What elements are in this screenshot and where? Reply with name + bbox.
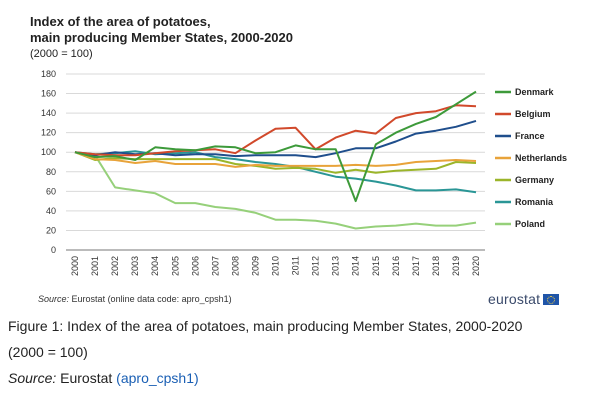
legend-label-belgium: Belgium: [515, 109, 551, 119]
x-tick-label: 2006: [190, 256, 200, 276]
x-axis-ticks: 2000 2001 2002 2003 2004 2005 2006 2007 2008 2009…: [70, 256, 481, 276]
x-tick-label: 2009: [250, 256, 260, 276]
logo-text: eurostat: [488, 291, 541, 307]
y-tick-label: 60: [46, 186, 56, 196]
x-tick-label: 2001: [90, 256, 100, 276]
x-tick-label: 2000: [70, 256, 80, 276]
y-tick-label: 20: [46, 225, 56, 235]
legend-label-denmark: Denmark: [515, 87, 555, 97]
y-tick-label: 120: [41, 128, 56, 138]
figure-source-label: Source:: [38, 294, 70, 304]
source-link[interactable]: (apro_cpsh1): [116, 370, 199, 386]
series-line-poland: [74, 151, 477, 230]
series-line-romania: [74, 150, 477, 194]
x-tick-label: 2005: [170, 256, 180, 276]
eurostat-logo: eurostat: [488, 291, 560, 307]
caption-source: Source: Eurostat (apro_cpsh1): [8, 370, 199, 386]
x-tick-label: 2019: [451, 256, 461, 276]
x-tick-label: 2016: [391, 256, 401, 276]
y-tick-label: 100: [41, 147, 56, 157]
series-line-germany: [74, 151, 477, 174]
chart-title-line2: main producing Member States, 2000-2020: [30, 30, 293, 45]
chart-title: Index of the area of potatoes, main prod…: [30, 14, 293, 46]
x-tick-label: 2020: [471, 256, 481, 276]
y-axis-ticks: 0 20 40 60 80 100 120 140 160 180: [41, 69, 56, 255]
legend-label-germany: Germany: [515, 175, 554, 185]
legend-label-france: France: [515, 131, 545, 141]
series-line-denmark: [74, 90, 477, 203]
figure-source: Source: Eurostat (online data code: apro…: [38, 294, 232, 304]
x-tick-label: 2007: [210, 256, 220, 276]
y-tick-label: 0: [51, 245, 56, 255]
y-tick-label: 140: [41, 108, 56, 118]
x-tick-label: 2013: [331, 256, 341, 276]
x-tick-label: 2010: [271, 256, 281, 276]
legend-label-poland: Poland: [515, 219, 545, 229]
x-tick-label: 2002: [110, 256, 120, 276]
x-tick-label: 2014: [351, 256, 361, 276]
legend: Denmark Belgium France Netherlands Germany Ro…: [495, 87, 567, 229]
figure-caption: Figure 1: Index of the area of potatoes,…: [8, 318, 523, 334]
caption-source-name: Eurostat: [60, 370, 113, 386]
x-tick-label: 2018: [431, 256, 441, 276]
series-line-belgium: [74, 104, 477, 157]
figure-caption-subtext: (2000 = 100): [8, 344, 88, 360]
x-tick-label: 2004: [150, 256, 160, 276]
y-tick-label: 160: [41, 89, 56, 99]
legend-label-romania: Romania: [515, 197, 554, 207]
series-line-netherlands: [74, 151, 477, 168]
x-tick-label: 2012: [311, 256, 321, 276]
eu-flag-icon: [543, 294, 560, 305]
chart-title-line1: Index of the area of potatoes,: [30, 14, 211, 29]
y-tick-label: 40: [46, 206, 56, 216]
y-tick-label: 80: [46, 167, 56, 177]
series-lines: [74, 90, 477, 230]
x-tick-label: 2008: [230, 256, 240, 276]
y-tick-label: 180: [41, 69, 56, 79]
x-tick-label: 2017: [411, 256, 421, 276]
figure-source-text: Eurostat (online data code: apro_cpsh1): [71, 294, 232, 304]
legend-label-netherlands: Netherlands: [515, 153, 567, 163]
x-tick-label: 2003: [130, 256, 140, 276]
caption-source-label: Source:: [8, 370, 57, 386]
chart-subtitle: (2000 = 100): [30, 48, 93, 60]
x-tick-label: 2011: [291, 256, 301, 275]
x-tick-label: 2015: [371, 256, 381, 276]
